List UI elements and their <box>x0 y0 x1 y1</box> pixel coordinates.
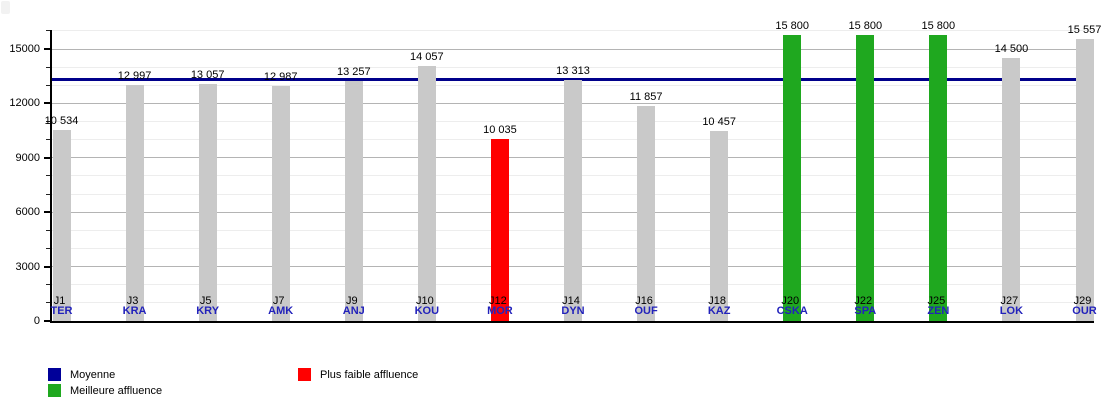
bar-value-label: 13 057 <box>190 69 225 82</box>
bar-value-label: 15 800 <box>848 19 883 32</box>
y-axis-major-tick <box>44 320 50 322</box>
team-label: CSKA <box>776 305 808 317</box>
attendance-bar <box>1002 58 1021 321</box>
x-axis-category-label: J1 <box>53 295 66 307</box>
y-axis-minor-tick <box>46 284 50 286</box>
bar-value-label: 12 997 <box>117 70 152 83</box>
bar-value-label: 12 987 <box>263 70 298 83</box>
team-label: TER <box>50 305 73 317</box>
attendance-bar <box>710 131 729 321</box>
attendance-bar <box>929 34 948 321</box>
lowest-attendance-swatch-icon <box>298 368 311 381</box>
team-label: MOR <box>487 305 513 317</box>
attendance-bar <box>271 85 290 321</box>
x-axis-category-label: J3 <box>126 295 139 307</box>
y-axis-tick-label: 9000 <box>15 151 40 164</box>
y-axis-minor-tick <box>46 84 50 86</box>
y-axis-major-tick <box>44 102 50 105</box>
bar-value-label: 15 800 <box>775 19 810 32</box>
y-axis-minor-tick <box>46 193 50 195</box>
team-label: ANJ <box>342 305 365 317</box>
team-label: KRA <box>122 305 147 317</box>
x-axis-category-label: J16 <box>635 295 653 307</box>
y-axis-tick-label: 12000 <box>9 97 40 110</box>
y-axis-minor-tick <box>46 30 50 32</box>
legend-label: Moyenne <box>70 369 116 381</box>
y-axis-tick-label: 0 <box>33 315 40 327</box>
team-label: KOU <box>414 305 440 317</box>
team-label: ZEN <box>927 305 950 317</box>
attendance-bar <box>198 84 217 321</box>
y-axis-minor-tick <box>46 247 50 249</box>
attendance-bar <box>125 85 144 321</box>
y-axis-major-tick <box>44 48 50 51</box>
team-label: DYN <box>561 305 585 317</box>
x-axis-category-label: J14 <box>562 295 580 307</box>
plot-area: 10 534 TER 12 997 KRA 13 057 KRY 12 987 AMK 13 2… <box>44 20 1101 323</box>
x-axis-category-label: J27 <box>1000 295 1019 307</box>
y-axis-minor-tick <box>46 302 50 304</box>
attendance-bar <box>344 80 363 321</box>
team-label: KRY <box>196 305 220 317</box>
average-swatch-icon <box>48 368 61 381</box>
x-axis-category-label: J25 <box>927 295 946 307</box>
x-axis-category-label: J22 <box>854 295 873 307</box>
x-axis-category-label: J29 <box>1073 295 1092 307</box>
corner-artifact <box>1 1 10 14</box>
team-label: SPA <box>854 305 877 317</box>
team-label: OUR <box>1072 305 1097 317</box>
attendance-bar <box>1075 38 1094 321</box>
team-label: OUF <box>634 305 658 317</box>
best-attendance-swatch-icon <box>48 384 61 397</box>
attendance-bar <box>637 106 656 321</box>
attendance-bar <box>52 130 71 321</box>
minor-gridline <box>52 30 1094 32</box>
x-axis-category-label: J9 <box>345 295 358 307</box>
x-axis-category-label: J10 <box>415 295 434 307</box>
y-axis-major-tick <box>44 265 50 268</box>
x-axis-category-label: J7 <box>272 295 285 307</box>
bar-value-label: 11 857 <box>629 91 663 104</box>
minor-gridline <box>52 66 1094 68</box>
y-axis-minor-tick <box>46 66 50 68</box>
attendance-bar <box>856 34 875 321</box>
y-axis-minor-tick <box>46 121 50 123</box>
y-axis-major-tick <box>44 156 50 159</box>
attendance-bar <box>564 79 582 321</box>
team-label: AMK <box>268 305 294 317</box>
bar-value-label: 15 557 <box>1067 23 1102 36</box>
y-axis-minor-tick <box>46 139 50 141</box>
legend: Moyenne Meilleure affluence Plus faible … <box>0 360 1120 400</box>
attendance-bar <box>417 66 436 321</box>
bar-value-label: 10 457 <box>702 116 736 129</box>
bar-value-label: 13 313 <box>556 64 590 77</box>
x-axis-category-label: J20 <box>781 295 800 307</box>
attendance-bar <box>783 34 802 321</box>
team-label: LOK <box>999 305 1024 317</box>
legend-label: Plus faible affluence <box>320 369 419 381</box>
major-gridline <box>52 48 1094 50</box>
y-axis-minor-tick <box>46 229 50 231</box>
y-axis-major-tick <box>44 211 50 214</box>
y-axis-tick-label: 15000 <box>9 43 40 56</box>
y-axis-tick-label: 3000 <box>15 260 40 273</box>
bar-value-label: 13 257 <box>336 65 371 78</box>
x-axis-category-label: J12 <box>489 295 507 307</box>
bar-value-label: 10 534 <box>44 115 79 128</box>
average-line <box>52 77 1094 81</box>
team-label: KAZ <box>707 305 731 317</box>
bar-value-label: 14 500 <box>994 43 1029 56</box>
y-axis-minor-tick <box>46 175 50 177</box>
y-axis-tick-label: 6000 <box>15 206 40 219</box>
x-axis-category-label: J18 <box>708 295 727 307</box>
x-axis-category-label: J5 <box>199 295 212 307</box>
legend-label: Meilleure affluence <box>70 385 163 397</box>
bar-value-label: 10 035 <box>483 124 517 137</box>
bar-value-label: 14 057 <box>410 51 444 64</box>
attendance-bar <box>490 139 509 321</box>
bar-value-label: 15 800 <box>921 19 956 32</box>
